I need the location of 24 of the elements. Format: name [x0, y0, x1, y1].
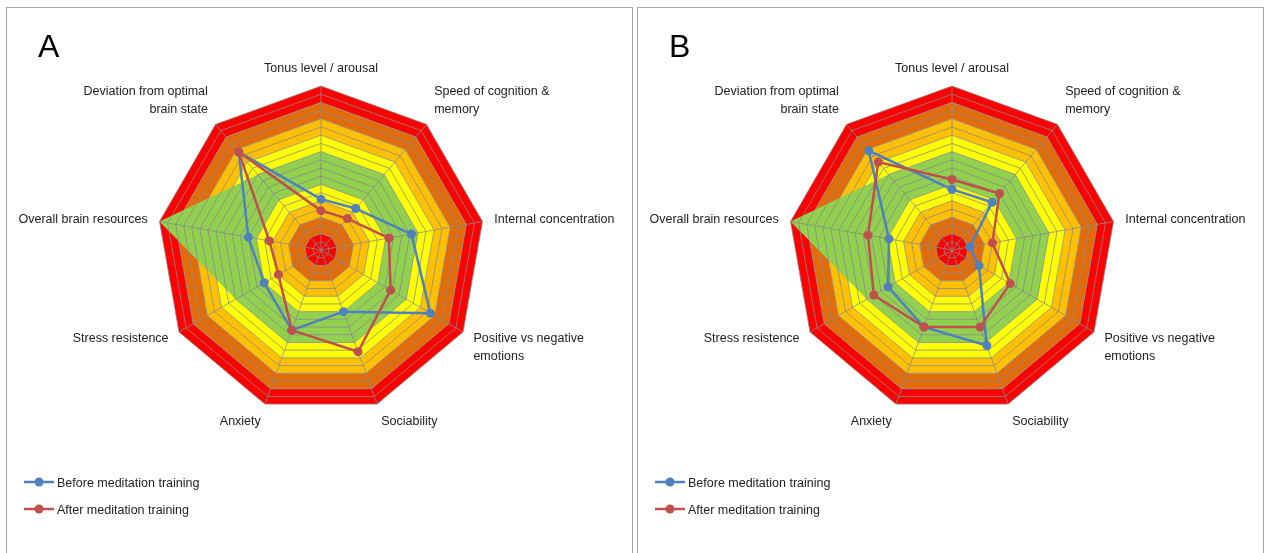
spoke-label: Speed of cognition & memory [434, 84, 551, 117]
chart-title: B [669, 28, 691, 64]
spoke-label: Overall brain resources [649, 212, 779, 227]
spoke-label: Deviation from optimal brain state [714, 84, 839, 117]
spoke-label: Internal concentration [1125, 212, 1246, 227]
spoke-label: Deviation from optimal brain state [83, 84, 208, 117]
spoke-label: Positive vs negative emotions [1104, 331, 1215, 363]
legend-label: After meditation training [688, 502, 821, 517]
spoke-label: Positive vs negative emotions [473, 331, 584, 363]
spoke-label: Sociability [381, 414, 439, 429]
legend-label: After meditation training [57, 502, 190, 517]
spoke-label: Tonus level / arousal [264, 61, 378, 75]
spoke-label: Anxiety [219, 414, 262, 429]
legend-label: Before meditation training [688, 475, 831, 490]
legend-label: Before meditation training [57, 475, 200, 490]
spoke-label: Tonus level / arousal [895, 61, 1009, 75]
chart-title: A [38, 28, 60, 64]
spoke-label: Sociability [1012, 414, 1070, 429]
spoke-label: Internal concentration [494, 212, 615, 227]
spoke-label: Speed of cognition & memory [1065, 84, 1182, 117]
spoke-label: Anxiety [850, 414, 893, 429]
spoke-label: Stress resistence [703, 331, 800, 345]
spoke-label: Stress resistence [72, 331, 169, 345]
spoke-label: Overall brain resources [18, 212, 148, 227]
